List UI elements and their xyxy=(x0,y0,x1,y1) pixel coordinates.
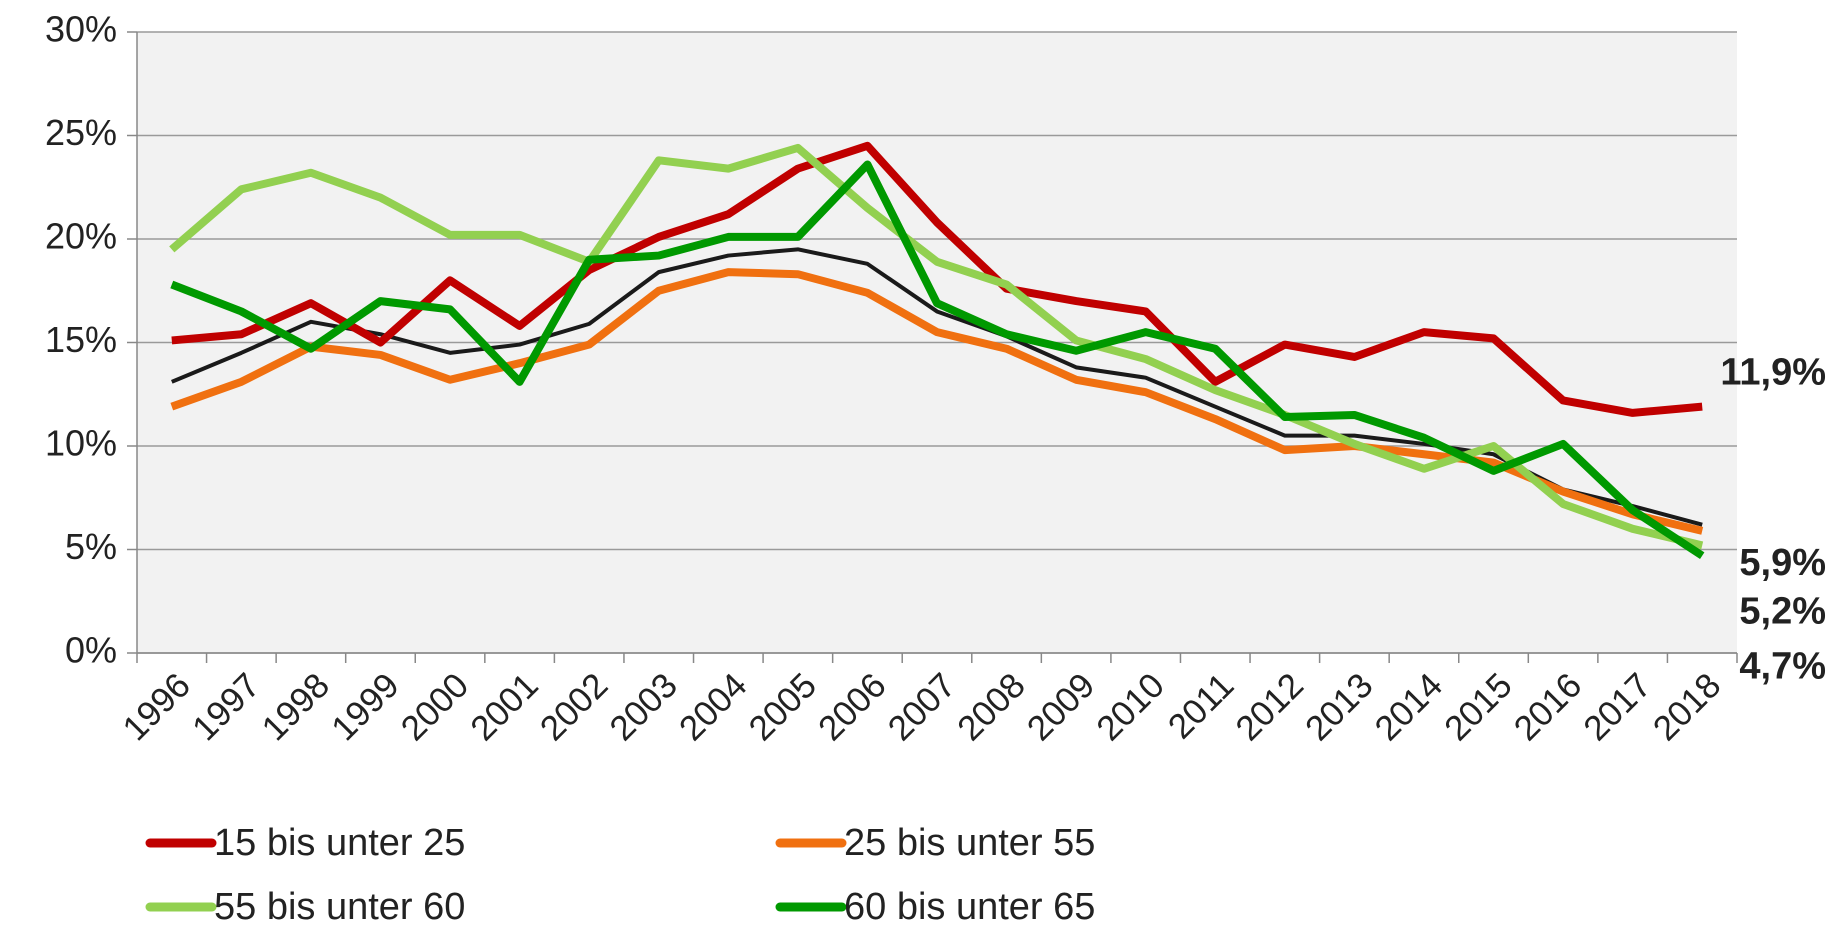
x-tick-label: 2007 xyxy=(881,666,964,749)
x-tick-label: 2004 xyxy=(672,666,755,749)
x-tick-label: 2011 xyxy=(1161,666,1242,747)
series-line xyxy=(171,141,1703,417)
x-tick-label: 2015 xyxy=(1437,666,1520,749)
y-tick-label: 5% xyxy=(65,526,117,567)
x-tick-label: 2005 xyxy=(741,666,824,749)
x-tick-label: 1999 xyxy=(324,666,407,749)
x-tick-label: 2009 xyxy=(1020,666,1103,749)
legend-label: 25 bis unter 55 xyxy=(844,822,1095,864)
x-tick-label: 2014 xyxy=(1368,666,1451,749)
x-tick-label: 2010 xyxy=(1089,666,1172,749)
y-tick-label: 20% xyxy=(45,216,117,257)
end-label: 5,9% xyxy=(1739,542,1826,584)
legend-label: 15 bis unter 25 xyxy=(214,822,465,864)
x-tick-label: 2012 xyxy=(1228,666,1311,749)
x-tick-label: 2013 xyxy=(1298,666,1381,749)
x-tick-label: 2000 xyxy=(394,666,477,749)
end-label: 5,2% xyxy=(1739,590,1826,632)
y-tick-label: 30% xyxy=(45,9,117,50)
x-tick-label: 1998 xyxy=(254,666,337,749)
y-tick-label: 0% xyxy=(65,630,117,671)
x-tick-label: 2018 xyxy=(1646,666,1729,749)
end-label: 4,7% xyxy=(1739,646,1826,688)
end-label: 11,9% xyxy=(1720,352,1826,394)
x-tick-label: 2006 xyxy=(811,666,894,749)
legend-label: 60 bis unter 65 xyxy=(844,886,1095,926)
series-line xyxy=(170,160,1705,560)
legend-label: 55 bis unter 60 xyxy=(214,886,465,926)
series-line xyxy=(169,143,1704,550)
x-tick-label: 1997 xyxy=(185,666,268,749)
x-tick-label: 2017 xyxy=(1576,666,1659,749)
x-tick-label: 2002 xyxy=(533,666,616,749)
x-tick-label: 2008 xyxy=(950,666,1033,749)
x-tick-label: 2016 xyxy=(1507,666,1590,749)
x-tick-label: 1996 xyxy=(115,666,198,749)
x-tick-label: 2001 xyxy=(463,666,546,749)
x-tick-label: 2003 xyxy=(602,666,685,749)
y-tick-label: 15% xyxy=(45,319,117,360)
y-tick-label: 25% xyxy=(45,112,117,153)
y-tick-label: 10% xyxy=(45,423,117,464)
